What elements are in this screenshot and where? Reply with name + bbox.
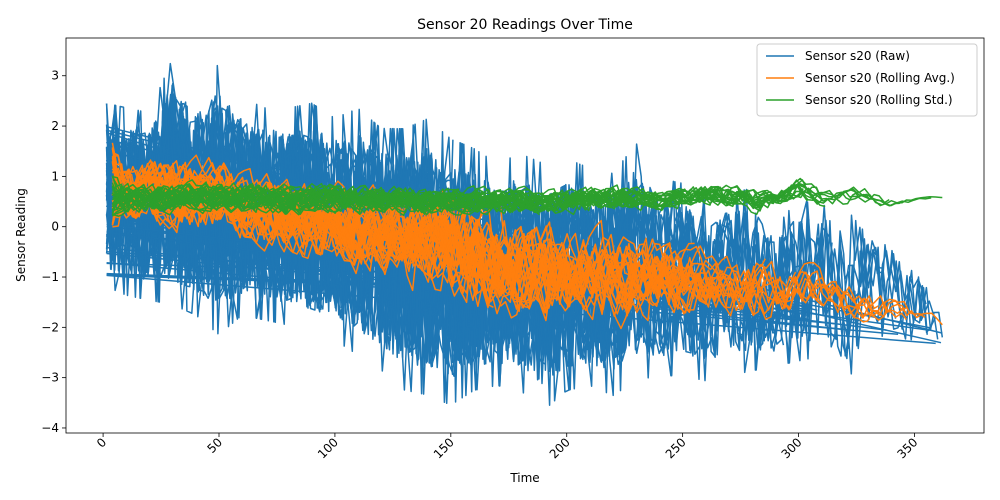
avg-trace xyxy=(111,156,757,310)
avg-trace xyxy=(112,155,499,280)
y-axis-title: Sensor Reading xyxy=(14,188,28,282)
legend-label: Sensor s20 (Raw) xyxy=(805,49,910,63)
series-rolling-std xyxy=(111,175,943,217)
y-tick-label: 2 xyxy=(51,119,59,133)
plot-area xyxy=(105,62,944,406)
x-axis-title: Time xyxy=(509,471,539,485)
std-trace xyxy=(111,182,882,215)
y-tick-label: −2 xyxy=(41,320,59,334)
avg-trace xyxy=(112,168,724,314)
axes-frame xyxy=(65,37,985,434)
y-tick-label: −3 xyxy=(41,371,59,385)
chart-title: Sensor 20 Readings Over Time xyxy=(417,17,633,33)
legend: Sensor s20 (Raw) Sensor s20 (Rolling Avg.… xyxy=(756,43,978,117)
y-tick-label: −1 xyxy=(41,270,59,284)
y-tick-label: 3 xyxy=(51,69,59,83)
legend-label: Sensor s20 (Rolling Avg.) xyxy=(805,71,955,85)
y-tick-label: 1 xyxy=(51,169,59,183)
legend-box xyxy=(756,43,978,117)
y-tick-label: 0 xyxy=(51,220,59,234)
axes-spines xyxy=(65,37,985,434)
y-axis: −4 −3 −2 −1 0 1 2 3 xyxy=(41,69,66,435)
avg-trace xyxy=(112,154,907,321)
std-trace xyxy=(111,186,735,216)
std-trace xyxy=(111,184,804,216)
y-tick-label: −4 xyxy=(41,421,59,435)
legend-label: Sensor s20 (Rolling Std.) xyxy=(805,93,953,107)
